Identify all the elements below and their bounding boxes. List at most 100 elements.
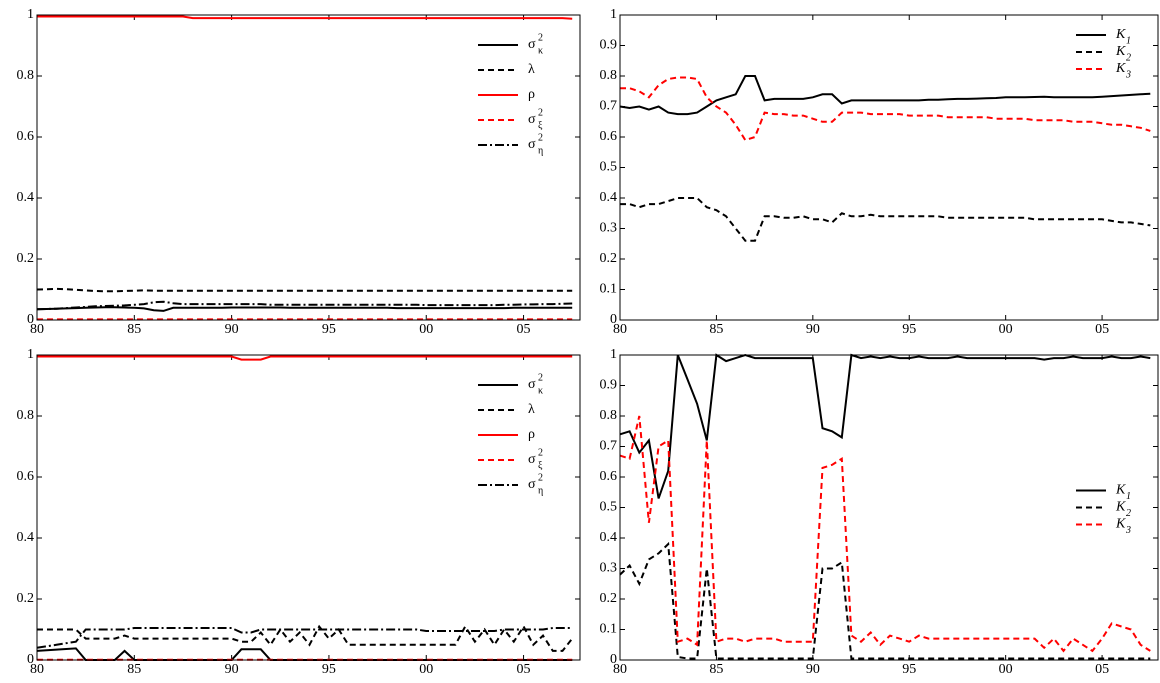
legend-label-sub: 3: [1125, 69, 1131, 80]
y-tick-label: 0.5: [600, 500, 618, 515]
y-tick-label: 0.8: [600, 68, 618, 83]
y-tick-label: 0.5: [600, 160, 618, 175]
legend-label-sub: 2: [1126, 508, 1131, 519]
x-tick-label: 80: [30, 322, 44, 337]
y-tick-label: 0.4: [600, 530, 618, 545]
x-tick-label: 90: [225, 322, 239, 337]
x-tick-label: 05: [1095, 322, 1109, 337]
x-tick-label: 00: [999, 322, 1013, 337]
y-tick-label: 0: [610, 312, 617, 327]
y-tick-label: 0: [610, 652, 617, 667]
legend-label-sub: κ: [538, 45, 543, 56]
y-tick-label: 0.3: [600, 221, 618, 236]
legend-label-sup: 2: [538, 472, 543, 483]
y-tick-label: 0.4: [17, 530, 35, 545]
x-tick-label: 05: [517, 322, 531, 337]
y-tick-label: 1: [27, 347, 34, 362]
x-tick-label: 00: [999, 662, 1013, 677]
legend-label-sub: 3: [1125, 525, 1131, 536]
axes-frame: [619, 14, 1159, 321]
legend-label: K: [1115, 500, 1126, 515]
series-line: [619, 353, 1151, 499]
x-tick-label: 80: [30, 662, 44, 677]
x-tick-label: 80: [613, 322, 627, 337]
x-tick-label: 05: [1095, 662, 1109, 677]
x-tick-label: 85: [709, 662, 723, 677]
legend-label-sup: 2: [538, 372, 543, 383]
legend-label-sub: η: [538, 145, 543, 156]
y-tick-label: 0.2: [600, 591, 618, 606]
legend-label: ρ: [528, 87, 535, 102]
legend-label-sup: 2: [538, 132, 543, 143]
series-line: [36, 306, 573, 312]
series-line: [37, 15, 573, 20]
y-tick-label: 0.8: [17, 68, 35, 83]
legend-label: ρ: [528, 427, 535, 442]
y-tick-label: 0.4: [600, 190, 618, 205]
legend-label-sup: 2: [538, 32, 543, 43]
series-line: [36, 647, 573, 661]
legend-label-sub: 1: [1126, 491, 1131, 502]
x-tick-label: 85: [709, 322, 723, 337]
legend-label: σ: [528, 37, 536, 52]
y-tick-label: 1: [610, 7, 617, 22]
y-tick-label: 0.7: [600, 99, 618, 114]
legend-label-sub: 2: [1126, 52, 1131, 63]
y-tick-label: 1: [27, 7, 34, 22]
x-tick-label: 90: [225, 662, 239, 677]
x-tick-label: 95: [322, 322, 336, 337]
y-tick-label: 0.2: [17, 591, 35, 606]
legend-label: K: [1115, 27, 1126, 42]
series-line: [620, 76, 1151, 142]
legend-label: σ: [528, 477, 536, 492]
y-tick-label: 1: [610, 347, 617, 362]
legend-label-sub: κ: [538, 385, 543, 396]
legend-label-sup: 2: [538, 447, 543, 458]
legend-label: σ: [528, 112, 536, 127]
y-tick-label: 0.6: [17, 129, 35, 144]
legend-label-sub: ξ: [538, 120, 543, 131]
x-tick-label: 90: [806, 322, 820, 337]
panel: 0 0.1 0.2 0.3 0.4 0.5 0.6 0.7 0.8 0.9 1 80 85 90 95 00 0…: [600, 347, 1159, 677]
panel: 0 0.1 0.2 0.3 0.4 0.5 0.6 0.7 0.8 0.9 1 80 85 90 95 00 0…: [600, 7, 1159, 337]
x-tick-label: 80: [613, 662, 627, 677]
y-tick-label: 0.2: [17, 251, 35, 266]
y-tick-label: 0.4: [17, 190, 35, 205]
legend-label: K: [1115, 483, 1126, 498]
legend-label: K: [1115, 61, 1126, 76]
legend-label: σ: [528, 137, 536, 152]
x-tick-label: 05: [517, 662, 531, 677]
y-tick-label: 0.2: [600, 251, 618, 266]
legend-label: λ: [528, 62, 535, 77]
y-tick-label: 0.3: [600, 561, 618, 576]
y-tick-label: 0.8: [600, 408, 618, 423]
series-line: [619, 75, 1151, 116]
y-tick-label: 0.6: [600, 469, 618, 484]
x-tick-label: 85: [127, 662, 141, 677]
y-tick-label: 0.7: [600, 439, 618, 454]
series-line: [619, 541, 1151, 660]
y-tick-label: 0.9: [600, 378, 618, 393]
series-line: [36, 627, 573, 649]
series-line: [36, 287, 573, 293]
x-tick-label: 95: [322, 662, 336, 677]
series-line: [37, 624, 573, 652]
series-line: [620, 197, 1151, 242]
y-tick-label: 0.6: [600, 129, 618, 144]
legend-label: K: [1115, 44, 1126, 59]
legend-label-sup: 2: [538, 107, 543, 118]
x-tick-label: 95: [902, 322, 916, 337]
legend-label: σ: [528, 452, 536, 467]
y-tick-label: 0: [27, 652, 34, 667]
x-tick-label: 85: [127, 322, 141, 337]
x-tick-label: 00: [419, 662, 433, 677]
x-tick-label: 95: [902, 662, 916, 677]
y-tick-label: 0.1: [600, 622, 618, 637]
x-tick-label: 00: [419, 322, 433, 337]
series-line: [37, 355, 573, 361]
axes-frame: [619, 354, 1159, 661]
legend-label-sub: 1: [1126, 35, 1131, 46]
